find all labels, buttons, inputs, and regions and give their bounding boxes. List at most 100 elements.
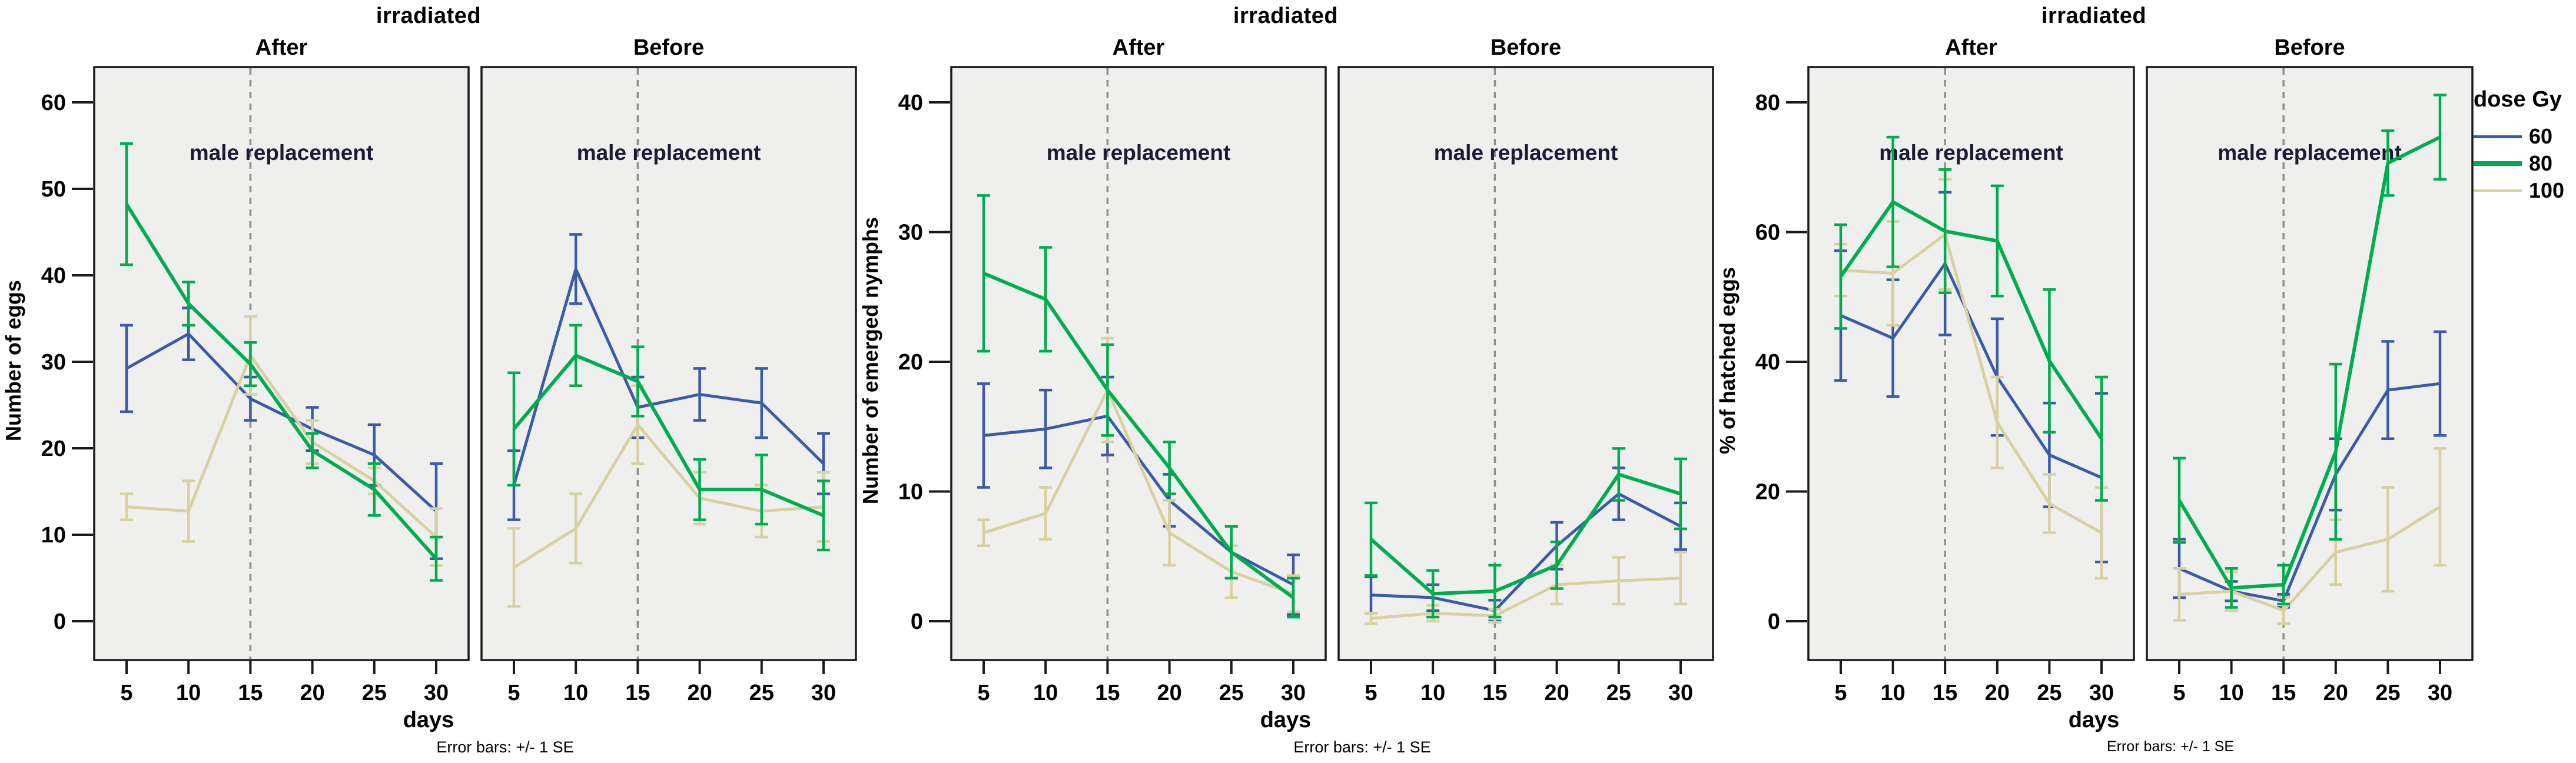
y-axis-label-column: Number of emerged nymphs: [857, 33, 884, 658]
panel-frame: [2146, 66, 2474, 661]
series-line-80gy: [2177, 135, 2441, 590]
x-tick-label: 30: [1281, 681, 1306, 705]
series-80gy: [507, 324, 830, 552]
x-tick-label: 20: [2323, 681, 2348, 705]
x-tick-label: 20: [1157, 681, 1181, 705]
y-tick-label: 30: [41, 350, 66, 375]
x-tick-label: 25: [1606, 681, 1631, 705]
y-axis: 0 10 20 30 40: [884, 33, 950, 714]
male-replacement-annotation: male replacement: [577, 141, 761, 165]
y-tick-label: 20: [898, 350, 923, 375]
chart-group-2: irradiated % of hatched eggs 0 20 40 60 80 Afte…: [1714, 0, 2474, 763]
y-tick-label: 10: [898, 480, 923, 505]
x-tick-label: 20: [1544, 681, 1569, 705]
panel-title: After: [1112, 35, 1165, 60]
legend-line-swatch: [2474, 161, 2522, 166]
series-line-80gy: [1370, 472, 1681, 596]
error-bar-80gy: [120, 142, 133, 266]
male-replacement-annotation: male replacement: [1879, 141, 2063, 165]
panel-frame: [93, 66, 470, 661]
y-axis-label: % of hatched eggs: [1715, 266, 1740, 455]
plot-area: male replacement 5 10 15 20 25 30: [480, 66, 857, 705]
legend-entries: 60 80 100: [2474, 123, 2576, 204]
legend: dose Gy 60 80 100: [2474, 0, 2576, 763]
x-tick-label: 5: [977, 681, 990, 705]
panel-frame: [950, 66, 1327, 661]
panel-title: Before: [2274, 35, 2345, 60]
y-axis-label-column: % of hatched eggs: [1714, 33, 1741, 658]
x-tick-label: 30: [811, 681, 836, 705]
panel-frame: [1807, 66, 2135, 661]
panel-title: After: [255, 35, 308, 60]
chart-group-0: irradiated Number of eggs 0 10 20 30 40 50 60 Aft…: [0, 0, 857, 763]
y-tick-label: 50: [41, 177, 66, 202]
legend-title: dose Gy: [2474, 87, 2562, 112]
x-tick-label: 20: [300, 681, 324, 705]
x-tick-label: 15: [2271, 681, 2296, 705]
error-bars-note: Error bars: +/- 1 SE: [2106, 738, 2235, 755]
x-tick-label: 30: [2089, 681, 2114, 705]
y-axis: 0 20 40 60 80: [1741, 33, 1807, 714]
series-line-60gy: [2179, 382, 2441, 602]
x-tick-label: 30: [1668, 681, 1693, 705]
panels-row: % of hatched eggs 0 20 40 60 80 After male repl…: [1714, 33, 2474, 714]
plot-area: male replacement 5 10 15 20 25 30: [950, 66, 1327, 705]
y-tick-label: 80: [1755, 91, 1780, 115]
series-line-80gy: [1839, 200, 2103, 440]
x-tick-label: 20: [1985, 681, 2010, 705]
x-tick-label: 30: [2428, 681, 2452, 705]
y-axis: 0 10 20 30 40 50 60: [27, 33, 93, 714]
series-line-60gy: [1840, 262, 2102, 479]
x-tick-label: 15: [1095, 681, 1120, 705]
charts-row: irradiated Number of eggs 0 10 20 30 40 50 60 Aft…: [0, 0, 2474, 763]
x-tick-label: 15: [625, 681, 650, 705]
panel-frame: [480, 66, 857, 661]
y-axis-svg: 0 10 20 30 40: [898, 91, 950, 634]
x-tick-label: 10: [563, 681, 588, 705]
y-tick-label: 40: [1755, 350, 1780, 375]
series-line-100gy: [126, 354, 437, 538]
x-tick-label: 25: [2037, 681, 2062, 705]
series-80gy: [1834, 135, 2108, 502]
panel-before: Before male replacement 5 10 15 20 25 30: [2146, 33, 2474, 714]
series-line-100gy: [1840, 233, 2103, 534]
y-axis-svg: 0 10 20 30 40 50 60: [41, 91, 93, 634]
series-100gy: [1365, 551, 1687, 625]
legend-entry-label: 100: [2529, 178, 2565, 202]
plot-area: male replacement 5 10 15 20 25 30: [93, 66, 470, 705]
x-axis-label: days: [403, 708, 454, 732]
x-tick-label: 5: [507, 681, 520, 705]
series-line-80gy: [982, 271, 1294, 599]
y-tick-label: 0: [54, 609, 66, 634]
y-tick-label: 20: [1755, 480, 1780, 505]
panel-frame: [1337, 66, 1714, 661]
legend-line-swatch: [2474, 135, 2522, 138]
male-replacement-annotation: male replacement: [1047, 141, 1231, 165]
error-bar-100gy: [1674, 551, 1687, 606]
x-tick-label: 10: [1880, 681, 1905, 705]
plot-area: male replacement 5 10 15 20 25 30: [1807, 66, 2135, 705]
y-axis-label-column: Number of eggs: [0, 33, 27, 658]
x-tick-label: 15: [1482, 681, 1507, 705]
panel-before: Before male replacement 5 10 15 20 25 30: [480, 33, 857, 714]
legend-line-swatch: [2474, 189, 2522, 192]
panel-title: Before: [1490, 35, 1562, 60]
y-tick-label: 40: [41, 264, 66, 288]
series-80gy: [977, 194, 1300, 619]
y-axis-svg: 0 20 40 60 80: [1755, 91, 1807, 634]
x-tick-label: 25: [2375, 681, 2400, 705]
y-tick-label: 0: [911, 609, 923, 634]
panel-before: Before male replacement 5 10 15 20 25 30: [1337, 33, 1714, 714]
panel-after: After male replacement 5 10 15 20 25 30: [1807, 33, 2135, 714]
y-tick-label: 60: [41, 91, 66, 115]
male-replacement-annotation: male replacement: [190, 141, 374, 165]
x-tick-label: 10: [176, 681, 201, 705]
y-tick-label: 30: [898, 221, 923, 245]
y-tick-label: 0: [1768, 609, 1780, 634]
y-tick-label: 20: [41, 437, 66, 461]
legend-entry-label: 60: [2529, 124, 2553, 148]
y-axis-label: Number of emerged nymphs: [858, 216, 882, 505]
x-tick-label: 15: [238, 681, 263, 705]
series-line-60gy: [125, 332, 437, 512]
